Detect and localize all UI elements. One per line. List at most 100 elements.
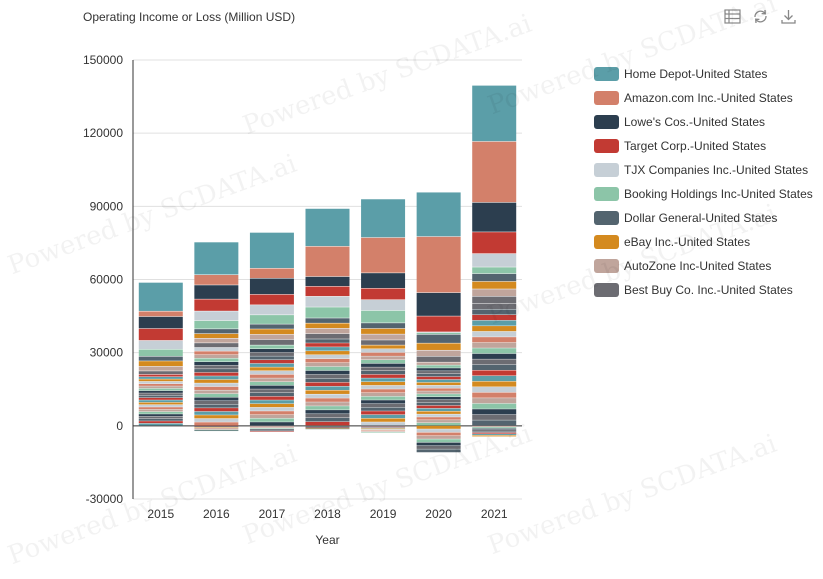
bar-segment-other — [416, 402, 461, 406]
bar-segment-other — [249, 392, 294, 397]
bar-segment-other — [361, 407, 406, 411]
y-tick-label: -30000 — [86, 492, 124, 506]
bar-segment-negative — [305, 429, 350, 430]
bar-segment — [472, 202, 517, 232]
bar-segment-negative — [361, 427, 406, 429]
legend-label: Booking Holdings Inc-United States — [624, 187, 813, 201]
bar-segment-other — [361, 359, 406, 364]
bar-segment-negative — [194, 429, 239, 431]
bar-segment-negative — [194, 429, 239, 430]
bar-segment-negative — [416, 432, 461, 436]
bar-segment — [249, 324, 294, 329]
legend-swatch — [594, 91, 619, 105]
download-icon[interactable] — [778, 6, 798, 26]
bar-segment — [194, 285, 239, 299]
bar-segment — [361, 328, 406, 334]
bar-segment-negative — [249, 431, 294, 432]
bar-segment-other — [194, 390, 239, 394]
bar-segment-negative — [194, 425, 239, 427]
legend-label: Best Buy Co. Inc.-United States — [624, 283, 793, 297]
bar-segment-other — [305, 394, 350, 398]
legend-item[interactable]: AutoZone Inc-United States — [594, 254, 813, 278]
legend-item[interactable]: Lowe's Cos.-United States — [594, 110, 813, 134]
bar-segment-other — [305, 414, 350, 418]
bar-segment-other — [305, 339, 350, 343]
refresh-icon[interactable] — [750, 6, 770, 26]
legend-item[interactable]: Home Depot-United States — [594, 62, 813, 86]
bar-segment-other — [138, 409, 183, 412]
bar-segment-other — [472, 320, 517, 326]
bar-segment — [249, 305, 294, 315]
bar-segment — [305, 333, 350, 339]
bar-segment-other — [194, 408, 239, 412]
bar-segment — [416, 332, 461, 335]
bar-segment-other — [194, 415, 239, 419]
bar-segment-other — [472, 387, 517, 393]
bar-segment — [305, 276, 350, 287]
legend-item[interactable]: Booking Holdings Inc-United States — [594, 182, 813, 206]
bar-segment-other — [361, 370, 406, 375]
bar-segment-negative — [305, 428, 350, 430]
bar-segment-other — [138, 397, 183, 400]
bar-segment-other — [472, 414, 517, 420]
bar-segment-other — [138, 411, 183, 414]
bar-segment-negative — [472, 427, 517, 429]
data-view-icon[interactable] — [722, 6, 742, 26]
x-tick-label: 2020 — [425, 507, 452, 521]
legend-swatch — [594, 283, 619, 297]
bar-segment — [138, 349, 183, 357]
bar-segment-other — [194, 386, 239, 390]
bar-segment-other — [472, 364, 517, 371]
bar-segment — [194, 274, 239, 285]
bar-segment-other — [361, 374, 406, 378]
bar-segment-other — [416, 422, 461, 426]
bar-segment-other — [416, 385, 461, 388]
bar-segment-other — [249, 367, 294, 371]
bar-segment-other — [138, 402, 183, 405]
bar-segment-other — [305, 398, 350, 402]
bar-segment-other — [361, 385, 406, 389]
legend-item[interactable]: Amazon.com Inc.-United States — [594, 86, 813, 110]
bar-segment-negative — [416, 449, 461, 453]
bar-segment-other — [194, 393, 239, 398]
legend-item[interactable]: Target Corp.-United States — [594, 134, 813, 158]
legend-item[interactable]: Best Buy Co. Inc.-United States — [594, 278, 813, 302]
bar-segment — [249, 339, 294, 345]
bar-segment-other — [416, 405, 461, 409]
bar-segment-negative — [361, 429, 406, 431]
legend-item[interactable]: Dollar General-United States — [594, 206, 813, 230]
bar-segment-other — [138, 418, 183, 421]
bar-segment-other — [194, 361, 239, 366]
bar-segment-other — [138, 381, 183, 384]
bar-segment-other — [305, 347, 350, 351]
bar-segment — [194, 329, 239, 334]
bar-segment-negative — [194, 426, 239, 428]
bar-segment-other — [361, 396, 406, 400]
bar-segment-other — [416, 382, 461, 386]
bar-segment — [361, 299, 406, 311]
bar-segment-negative — [305, 428, 350, 429]
bar-segment-other — [305, 362, 350, 367]
bar-segment-negative — [249, 427, 294, 428]
legend-label: Home Depot-United States — [624, 67, 768, 81]
legend-item[interactable]: TJX Companies Inc.-United States — [594, 158, 813, 182]
bar-segment-other — [194, 422, 239, 426]
bar-segment — [138, 340, 183, 349]
bar-segment-other — [249, 370, 294, 375]
bar-segment — [138, 371, 183, 375]
bar-segment — [305, 286, 350, 297]
bar-segment-other — [249, 349, 294, 353]
bar-stack-2018 — [305, 208, 350, 430]
bar-segment — [138, 316, 183, 329]
x-tick-label: 2021 — [481, 507, 508, 521]
bar-segment — [416, 192, 461, 237]
legend-item[interactable]: eBay Inc.-United States — [594, 230, 813, 254]
bar-segment — [305, 323, 350, 329]
bar-segment — [305, 208, 350, 247]
bar-segment — [194, 338, 239, 343]
bar-segment — [472, 273, 517, 282]
bar-segment-other — [138, 400, 183, 403]
bar-segment-other — [416, 368, 461, 371]
bar-segment — [416, 292, 461, 316]
bar-segment-negative — [416, 445, 461, 449]
